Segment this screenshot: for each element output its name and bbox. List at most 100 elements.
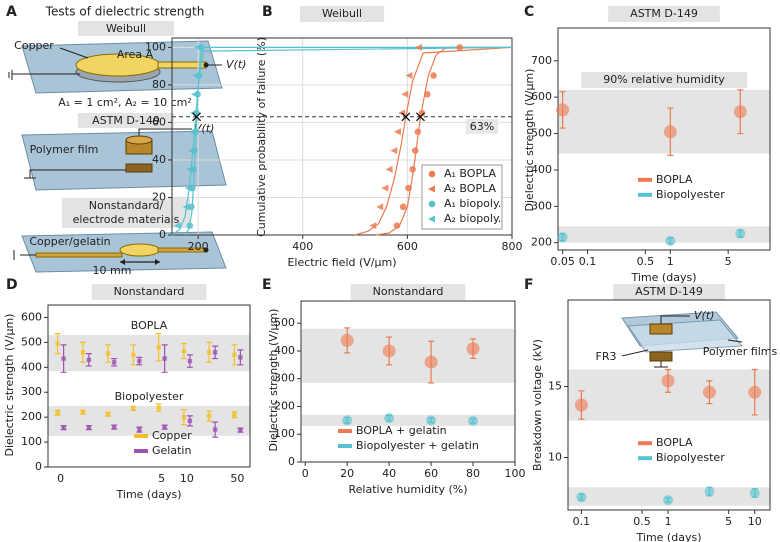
wire [660, 315, 690, 324]
reference-label-box [465, 118, 499, 134]
point [184, 184, 192, 192]
y-tick-label: 600 [21, 310, 42, 323]
legend-label: Biopolyester [656, 188, 725, 201]
x-axis-label: Time (days) [636, 531, 702, 542]
legend-label: A₂ BOPLA [444, 182, 496, 195]
point [424, 355, 438, 369]
x-tick-label: 80 [466, 467, 480, 480]
crossing [401, 112, 411, 122]
y-tick-label: 60 [152, 115, 166, 128]
point [704, 486, 715, 497]
point [663, 495, 674, 506]
y-tick-label: 10 [548, 451, 562, 464]
y-tick-label: 0 [35, 460, 42, 473]
point [173, 222, 181, 230]
point [131, 406, 136, 411]
point [468, 415, 479, 426]
title-box [350, 284, 466, 300]
title-box [62, 198, 190, 228]
y-axis-label: Dielectric strength (V/µm) [267, 309, 280, 452]
electrode [119, 243, 161, 257]
label: V(t) [194, 122, 214, 135]
point [748, 385, 762, 399]
point [86, 425, 92, 430]
y-tick-label: 40 [152, 153, 166, 166]
y-tick-label: 100 [274, 427, 295, 440]
diagram-title: Tests of dielectric strength [45, 5, 205, 19]
legend-label: Biopolyester + gelatin [356, 439, 479, 452]
label: A₁ = 1 cm², A₂ = 10 cm² [58, 96, 192, 109]
point [576, 492, 587, 503]
legend-label: Copper [152, 429, 192, 442]
point [466, 342, 480, 356]
point [665, 235, 676, 246]
y-tick-label: 200 [531, 236, 552, 249]
point [399, 203, 407, 211]
point [188, 203, 195, 211]
point [409, 166, 416, 173]
panel-title: Nonstandard [373, 285, 444, 298]
point [80, 350, 86, 355]
y-tick-label: 500 [21, 335, 42, 348]
x-tick-label: 10 [180, 472, 194, 485]
point [206, 413, 212, 419]
leader [621, 349, 649, 357]
point [111, 360, 117, 365]
y-tick-label: 0 [288, 455, 295, 468]
title-box [78, 113, 174, 128]
panel-title: Nonstandard [114, 285, 185, 298]
point [382, 344, 396, 358]
point [61, 356, 66, 361]
x-tick-label: 200 [188, 240, 209, 253]
y-tick-label: 300 [531, 199, 552, 212]
y-tick-label: 100 [145, 40, 166, 53]
wire [138, 128, 192, 136]
point [426, 415, 437, 426]
point [181, 414, 187, 420]
y-tick-label: 500 [274, 316, 295, 329]
y-tick-label: 500 [531, 127, 552, 140]
y-axis-label: Dielectric strength (V/µm) [523, 69, 536, 212]
x-tick-label: 1 [665, 515, 672, 528]
point [574, 398, 588, 412]
point [735, 228, 746, 239]
point [405, 184, 412, 192]
legend-marker [428, 170, 436, 178]
band [558, 89, 770, 154]
section-title: Nonstandard/ [89, 199, 164, 212]
y-tick-label: 400 [274, 344, 295, 357]
panel-letter: F [524, 277, 534, 293]
point [393, 222, 401, 229]
x-tick-label: 60 [424, 467, 438, 480]
y-tick-label: 300 [274, 372, 295, 385]
fit-line [375, 46, 512, 236]
point [381, 184, 389, 192]
point [137, 358, 142, 364]
x-axis-label: Time (days) [116, 488, 182, 501]
panel-title: 90% relative humidity [603, 73, 725, 86]
point [188, 128, 196, 136]
band [301, 328, 515, 383]
legend-label: BOPLA [656, 173, 693, 186]
point [61, 425, 66, 430]
y-axis-label: Dielectric strength (V/µm) [3, 314, 16, 457]
point [414, 43, 422, 51]
y-tick-label: 700 [531, 54, 552, 67]
point [385, 165, 393, 173]
x-tick-label: 0.1 [573, 515, 591, 528]
panel-title: Weibull [322, 7, 362, 20]
y-tick-label: 15 [548, 380, 562, 393]
label: 10 mm [93, 264, 132, 277]
point [733, 105, 747, 119]
y-tick-label: 200 [274, 399, 295, 412]
point [194, 43, 202, 51]
title-box [608, 6, 720, 22]
label: V(t) [226, 58, 246, 71]
band [48, 334, 250, 372]
point [557, 232, 568, 243]
point [663, 125, 677, 139]
y-tick-label: 400 [531, 163, 552, 176]
point [390, 147, 398, 155]
legend-marker [428, 185, 435, 193]
x-axis-label: Time (days) [631, 271, 697, 284]
